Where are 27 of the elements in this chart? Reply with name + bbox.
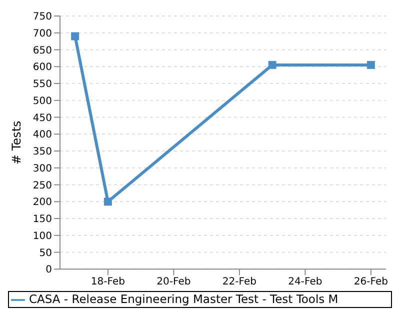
y-tick-label: 150	[32, 214, 52, 226]
y-tick-label: 50	[39, 248, 52, 259]
x-tick-label: 20-Feb	[156, 276, 191, 288]
point	[71, 32, 80, 40]
x-tick-label: 18-Feb	[90, 276, 125, 288]
y-tick-label: 550	[32, 79, 52, 90]
y-tick-label: 100	[32, 230, 52, 242]
x-tick-label: 26-Feb	[354, 276, 388, 288]
y-tick-label: 650	[32, 45, 52, 56]
y-tick-label: 300	[32, 163, 52, 174]
y-tick-label: 700	[32, 28, 52, 40]
y-tick-label: 450	[32, 112, 52, 124]
y-tick-label: 0	[46, 264, 52, 276]
y-tick-label: 350	[32, 146, 52, 158]
y-tick-label: 200	[32, 197, 52, 208]
point	[366, 60, 375, 69]
y-tick-label: 600	[32, 62, 52, 74]
x-tick-label: 24-Feb	[288, 276, 322, 288]
y-tick-label: 500	[32, 96, 52, 107]
legend-label: CASA - Release Engineering Master Test - Test Tools M	[29, 292, 338, 306]
y-axis-title: # Tests	[9, 120, 24, 164]
y-tick-label: 750	[32, 12, 52, 23]
x-tick-label: 22-Feb	[222, 276, 256, 288]
point	[104, 198, 112, 206]
y-tick-label: 250	[32, 180, 52, 192]
point	[268, 60, 276, 69]
y-tick-label: 400	[32, 130, 52, 141]
